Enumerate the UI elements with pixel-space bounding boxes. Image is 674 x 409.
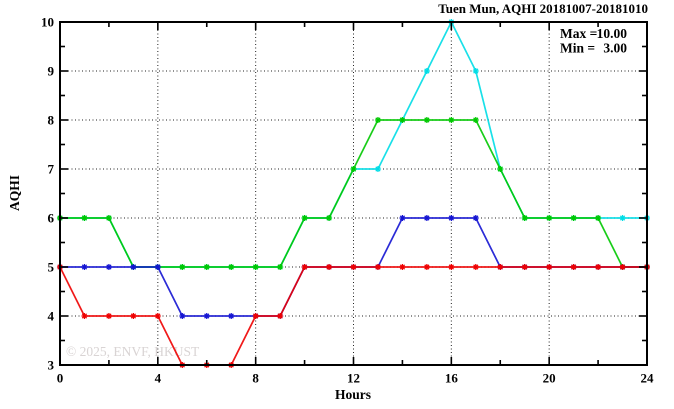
x-axis-title: Hours — [335, 387, 371, 402]
y-tick-label: 10 — [41, 15, 54, 30]
data-point-marker — [154, 264, 161, 270]
data-point-marker — [423, 68, 430, 74]
data-point-marker — [179, 264, 186, 270]
data-point-marker — [595, 264, 602, 270]
data-point-marker — [326, 215, 333, 221]
data-point-marker — [374, 166, 381, 172]
data-point-marker — [130, 264, 137, 270]
data-point-marker — [301, 264, 308, 270]
data-point-marker — [472, 215, 479, 221]
tick-label-layer: 0 4 8 12 16 20 24 3 4 5 6 7 8 9 10 — [41, 15, 654, 386]
data-point-marker — [595, 215, 602, 221]
x-tick-label: 20 — [543, 371, 556, 386]
y-tick-label: 7 — [48, 162, 55, 177]
data-point-marker — [399, 215, 406, 221]
x-tick-label: 8 — [252, 371, 259, 386]
data-point-marker — [277, 313, 284, 319]
x-tick-label: 4 — [155, 371, 162, 386]
tick-layer — [59, 21, 648, 366]
data-point-marker — [130, 313, 137, 319]
data-point-marker — [350, 166, 357, 172]
watermark: © 2025, ENVF, HKUST — [66, 344, 200, 359]
data-point-marker — [105, 313, 112, 319]
legend-min-label: Min = — [560, 41, 595, 56]
data-point-marker — [326, 264, 333, 270]
data-point-marker — [399, 264, 406, 270]
data-point-marker — [448, 264, 455, 270]
data-point-marker — [81, 313, 88, 319]
data-point-marker — [81, 215, 88, 221]
data-point-marker — [423, 264, 430, 270]
data-point-marker — [619, 215, 626, 221]
data-point-marker — [521, 264, 528, 270]
data-point-marker — [203, 313, 210, 319]
data-point-marker — [228, 264, 235, 270]
data-point-marker — [350, 264, 357, 270]
data-point-marker — [423, 117, 430, 123]
data-point-marker — [472, 264, 479, 270]
chart-title: Tuen Mun, AQHI 20181007-20181010 — [438, 1, 648, 16]
data-point-marker — [546, 264, 553, 270]
y-tick-label: 5 — [48, 260, 55, 275]
data-point-marker — [277, 264, 284, 270]
grid-layer — [61, 23, 646, 364]
legend-max-value: 10.00 — [597, 26, 628, 41]
legend-max-label: Max = — [560, 26, 597, 41]
data-point-marker — [301, 215, 308, 221]
y-tick-label: 3 — [48, 358, 55, 373]
x-tick-label: 16 — [445, 371, 459, 386]
x-tick-label: 12 — [347, 371, 360, 386]
series-markers-day4-20181010-cyan — [57, 19, 650, 270]
data-point-marker — [228, 313, 235, 319]
x-tick-label: 24 — [641, 371, 655, 386]
data-point-marker — [374, 264, 381, 270]
data-point-marker — [497, 166, 504, 172]
data-point-marker — [105, 264, 112, 270]
y-axis-title: AQHI — [7, 175, 22, 211]
data-point-marker — [81, 264, 88, 270]
data-point-marker — [472, 117, 479, 123]
y-tick-label: 8 — [48, 113, 55, 128]
data-point-marker — [619, 264, 626, 270]
data-point-marker — [399, 117, 406, 123]
data-point-marker — [105, 215, 112, 221]
data-point-marker — [252, 313, 259, 319]
data-point-marker — [521, 215, 528, 221]
data-point-marker — [497, 264, 504, 270]
legend-min-value: 3.00 — [603, 41, 627, 56]
data-point-marker — [570, 264, 577, 270]
y-tick-label: 4 — [48, 309, 55, 324]
data-point-marker — [203, 264, 210, 270]
data-point-marker — [252, 264, 259, 270]
data-point-marker — [154, 313, 161, 319]
y-tick-label: 6 — [48, 211, 55, 226]
data-point-marker — [374, 117, 381, 123]
x-tick-label: 0 — [57, 371, 64, 386]
data-point-marker — [472, 68, 479, 74]
data-point-marker — [423, 215, 430, 221]
data-point-marker — [448, 117, 455, 123]
data-point-marker — [546, 215, 553, 221]
data-point-marker — [179, 313, 186, 319]
data-point-marker — [570, 215, 577, 221]
y-tick-label: 9 — [48, 64, 55, 79]
data-point-marker — [448, 215, 455, 221]
